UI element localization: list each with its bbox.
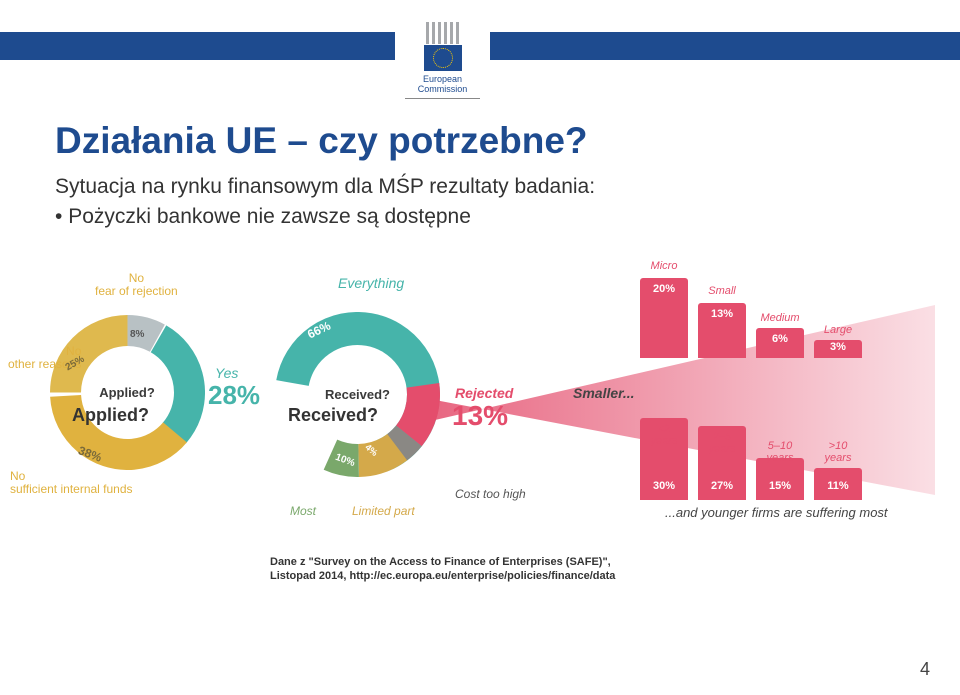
bar-micro-pct: 20% bbox=[640, 283, 688, 295]
smaller-label: Smaller... bbox=[573, 385, 634, 401]
source-line2: Listopad 2014, http://ec.europa.eu/enter… bbox=[270, 570, 615, 582]
bar-age-2-pct: 15% bbox=[756, 480, 804, 492]
bar-age-0-pct: 30% bbox=[640, 480, 688, 492]
ec-logo: European Commission bbox=[395, 20, 490, 98]
source-text: Dane z "Survey on the Access to Finance … bbox=[270, 555, 615, 584]
received-7: 7% bbox=[312, 455, 326, 466]
eu-flag-icon bbox=[424, 45, 462, 71]
page-title: Działania UE – czy potrzebne? bbox=[55, 120, 588, 162]
logo-label-2: Commission bbox=[418, 84, 468, 94]
bar-small-cat: Small bbox=[698, 285, 746, 297]
donut-applied-center: Applied? bbox=[99, 385, 155, 400]
bar-large-pct: 3% bbox=[814, 341, 862, 353]
bar-age-2 bbox=[756, 458, 804, 500]
bar-medium-cat: Medium bbox=[756, 312, 804, 324]
applied-yes-label: Yes bbox=[215, 365, 238, 381]
rejected-label: Rejected bbox=[455, 385, 513, 401]
rejected-pct: 13% bbox=[452, 400, 508, 432]
younger-label: ...and younger firms are suffering most bbox=[665, 505, 888, 520]
donut-received-label: Received? bbox=[288, 405, 378, 426]
applied-no-funds: Nosufficient internal funds bbox=[10, 470, 133, 496]
source-line1: Dane z "Survey on the Access to Finance … bbox=[270, 556, 611, 568]
received-most: Most bbox=[290, 504, 316, 518]
bar-large-cat: Large bbox=[814, 324, 862, 336]
bar-small-pct: 13% bbox=[698, 308, 746, 320]
bar-medium-pct: 6% bbox=[756, 333, 804, 345]
bar-age-1-pct: 27% bbox=[698, 480, 746, 492]
bullet-1: Pożyczki bankowe nie zawsze są dostępne bbox=[55, 205, 471, 229]
applied-yes-pct: 28% bbox=[208, 380, 260, 411]
logo-pillars-icon bbox=[426, 22, 460, 44]
logo-label: European Commission bbox=[418, 75, 468, 95]
received-everything: Everything bbox=[338, 275, 404, 291]
bar-age-1-cat: 2–5years bbox=[698, 431, 746, 455]
bar-age-3-pct: 11% bbox=[814, 480, 862, 492]
bar-age-0-cat: <2years bbox=[640, 423, 688, 447]
bar-age-2-cat: 5–10years bbox=[756, 440, 804, 464]
donut-applied-label: Applied? bbox=[72, 405, 149, 426]
page-number: 4 bbox=[920, 659, 930, 680]
bar-age-3-cat: >10years bbox=[814, 440, 862, 464]
applied-8: 8% bbox=[130, 329, 144, 340]
applied-no-fear: Nofear of rejection bbox=[95, 272, 178, 298]
bar-micro-cat: Micro bbox=[640, 260, 688, 272]
donut-received-center: Received? bbox=[325, 387, 390, 402]
subtitle: Sytuacja na rynku finansowym dla MŚP rez… bbox=[55, 175, 595, 199]
logo-label-1: European bbox=[423, 74, 462, 84]
